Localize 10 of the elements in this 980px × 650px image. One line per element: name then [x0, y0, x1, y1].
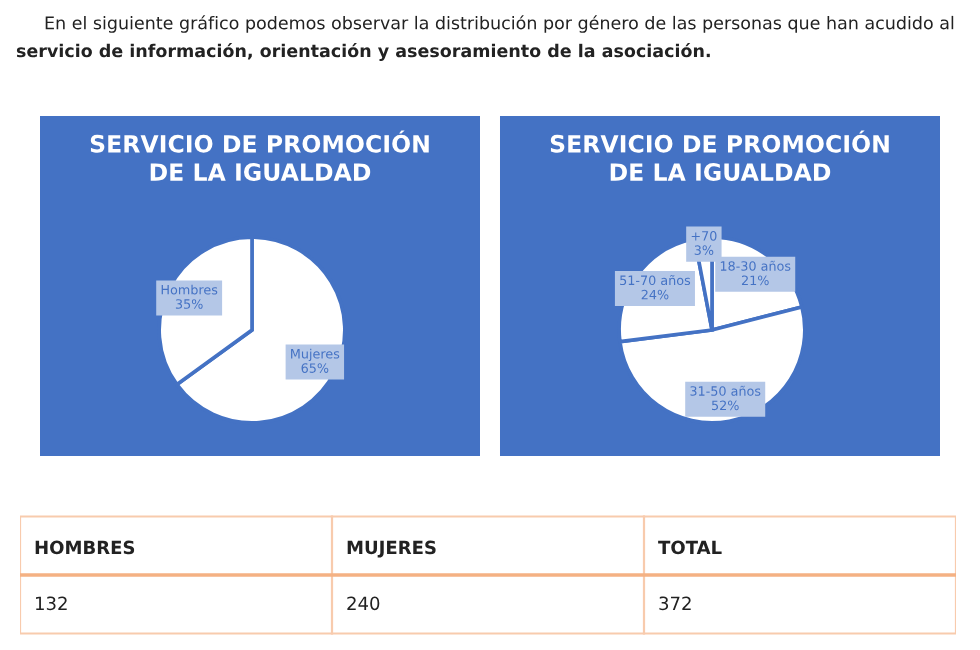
chart-title: SERVICIO DE PROMOCIÓN DE LA IGUALDAD — [550, 130, 889, 181]
data-label: 240 — [347, 596, 380, 611]
data-label: 372 — [659, 596, 691, 611]
data-label: 132 — [36, 596, 67, 611]
category-label: MUJERES — [347, 540, 436, 558]
category-label: HOMBRES — [35, 540, 135, 555]
chart-title: SERVICIO DE PROMOCIÓN DE LA IGUALDAD — [90, 130, 429, 181]
text: servicio de información, orientación y asesoramiento de la asociación. — [16, 43, 710, 61]
category-label: TOTAL — [658, 540, 722, 555]
text: En el siguiente gráfico podemos observar la distribución por género de las personas que han acudido al — [45, 15, 954, 33]
